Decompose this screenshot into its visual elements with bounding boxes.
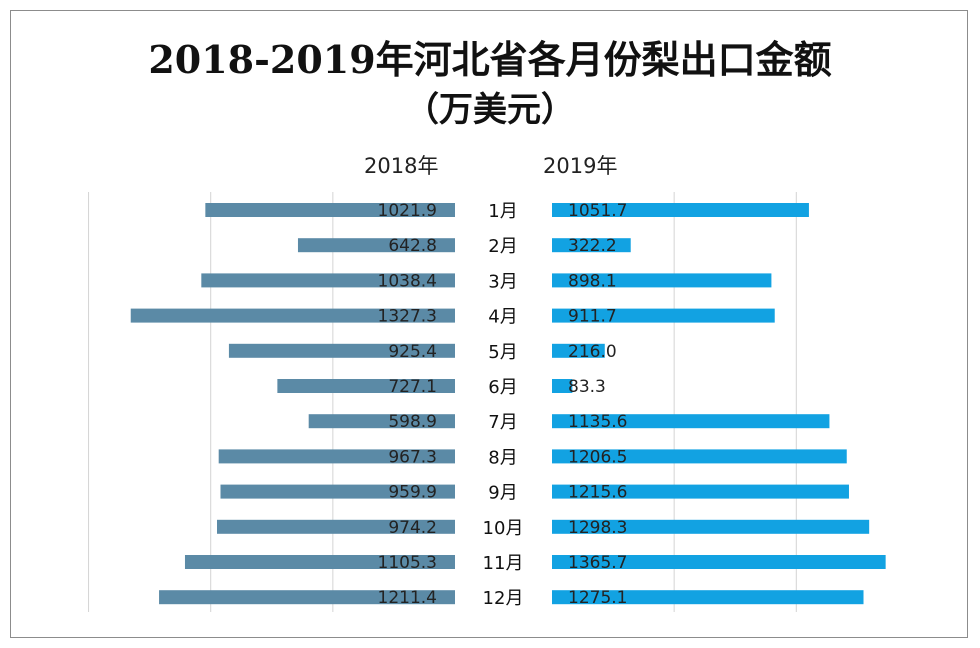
bar-2019-5	[552, 343, 605, 358]
bar-2019-9	[552, 484, 849, 499]
category-label-6: 6月	[488, 377, 517, 398]
category-label-4: 4月	[488, 307, 517, 328]
chart-subtitle: （万美元）	[405, 90, 575, 130]
data-label-2019-9: 1215.6	[568, 483, 627, 503]
bar-2019-1	[552, 203, 809, 217]
bar-2018-2	[297, 238, 455, 253]
bar-2019-3	[552, 273, 772, 288]
bar-2018-11	[184, 555, 455, 569]
category-label-7: 7月	[488, 412, 517, 433]
data-label-2019-1: 1051.7	[568, 201, 627, 221]
data-label-2019-3: 898.1	[568, 271, 617, 291]
bar-2018-7	[308, 414, 455, 429]
category-label-10: 10月	[483, 518, 524, 539]
category-label-8: 8月	[488, 447, 517, 468]
chart-title: 2018-2019年河北省各月份梨出口金额	[148, 37, 832, 82]
bar-2019-12	[552, 590, 864, 605]
bar-2018-1	[205, 203, 455, 217]
bar-2018-6	[277, 379, 455, 393]
category-label-11: 11月	[483, 553, 524, 574]
data-label-2018-2: 642.8	[388, 236, 437, 256]
bar-2018-4	[130, 308, 456, 323]
data-label-2019-7: 1135.6	[568, 412, 627, 432]
bar-2018-9	[220, 484, 455, 499]
bar-2019-4	[552, 308, 775, 323]
category-label-5: 5月	[488, 342, 517, 363]
data-label-2018-11: 1105.3	[378, 553, 437, 573]
bar-2018-3	[201, 273, 455, 288]
data-label-2018-9: 959.9	[388, 483, 437, 503]
bar-2019-7	[552, 414, 830, 429]
data-label-2019-2: 322.2	[568, 236, 617, 256]
series-name-2019: 2019年	[543, 154, 618, 178]
category-label-9: 9月	[488, 483, 517, 504]
data-label-2018-5: 925.4	[388, 342, 437, 362]
data-label-2019-6: 83.3	[568, 377, 606, 397]
bar-2018-12	[159, 590, 455, 605]
data-label-2018-8: 967.3	[388, 447, 437, 467]
data-label-2018-7: 598.9	[388, 412, 437, 432]
bar-2019-2	[552, 238, 631, 253]
bar-2018-8	[218, 449, 455, 464]
bar-2019-11	[552, 555, 886, 569]
data-label-2018-10: 974.2	[388, 518, 437, 538]
data-label-2019-12: 1275.1	[568, 588, 627, 608]
data-label-2019-11: 1365.7	[568, 553, 627, 573]
data-label-2018-6: 727.1	[388, 377, 437, 397]
bar-2019-6	[552, 379, 573, 393]
category-label-1: 1月	[488, 201, 517, 222]
data-label-2018-4: 1327.3	[378, 307, 437, 327]
category-label-2: 2月	[488, 236, 517, 257]
bar-2018-5	[228, 343, 455, 358]
data-label-2019-4: 911.7	[568, 307, 617, 327]
category-label-3: 3月	[488, 271, 517, 292]
bar-2019-8	[552, 449, 847, 464]
data-label-2019-10: 1298.3	[568, 518, 627, 538]
data-label-2018-12: 1211.4	[378, 588, 437, 608]
data-label-2019-8: 1206.5	[568, 447, 627, 467]
data-label-2018-3: 1038.4	[378, 271, 437, 291]
bar-2018-10	[217, 519, 455, 534]
category-label-12: 12月	[483, 588, 524, 609]
bar-2019-10	[552, 519, 870, 534]
data-label-2019-5: 216.0	[568, 342, 617, 362]
series-name-2018: 2018年	[364, 154, 439, 178]
data-label-2018-1: 1021.9	[378, 201, 437, 221]
